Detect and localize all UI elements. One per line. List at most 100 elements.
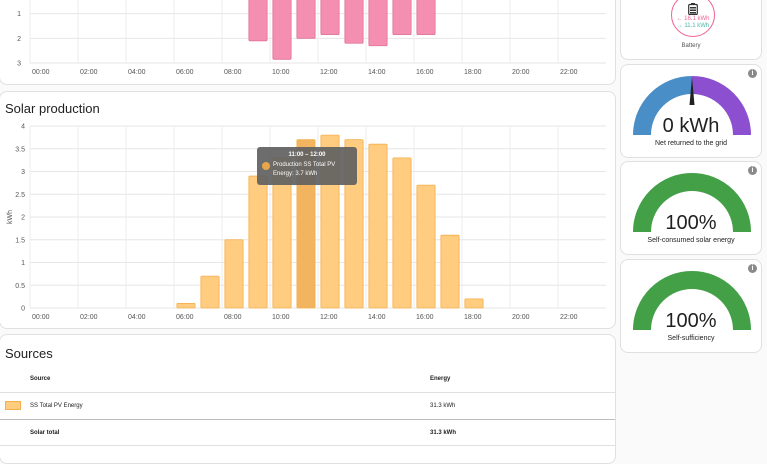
- sources-title: Sources: [5, 346, 53, 361]
- y-tick-label: 4: [21, 124, 25, 131]
- info-icon[interactable]: i: [748, 264, 757, 273]
- x-tick-label: 06:00: [176, 69, 194, 76]
- x-tick-label: 20:00: [512, 69, 530, 76]
- self-sufficiency-gauge-card: i 100% Self-sufficiency: [620, 259, 762, 353]
- x-tick-label: 04:00: [128, 314, 146, 321]
- total-bottom-divider: [0, 445, 615, 446]
- battery-label: Battery: [681, 43, 701, 49]
- consumption-bar: [296, 0, 316, 39]
- battery-in-value: ← 16.1 kWh: [676, 16, 710, 22]
- x-tick-label: 14:00: [368, 69, 386, 76]
- solar-total-energy: 31.3 kWh: [430, 430, 457, 436]
- source-color-swatch: [5, 401, 21, 410]
- y-tick-label: 3.5: [15, 146, 25, 153]
- source-column-header[interactable]: Source: [30, 376, 51, 382]
- self-sufficiency-gauge: [633, 271, 751, 331]
- battery-out-value: → 11.1 kWh: [676, 23, 710, 29]
- solar-bar: [248, 175, 268, 309]
- gauge-fill: [633, 173, 751, 233]
- x-tick-label: 10:00: [272, 314, 290, 321]
- x-tick-label: 12:00: [320, 314, 338, 321]
- solar-bar: [464, 298, 484, 309]
- x-tick-label: 16:00: [416, 314, 434, 321]
- sources-card: Sources Source Energy SS Total PV Energy…: [0, 334, 616, 464]
- chart-tooltip: 11:00 – 12:00 Production SS Total PV Ene…: [257, 147, 357, 185]
- x-tick-label: 14:00: [368, 314, 386, 321]
- x-tick-label: 04:00: [128, 69, 146, 76]
- y-tick-label: 3: [17, 61, 21, 68]
- x-tick-label: 00:00: [32, 314, 50, 321]
- self-sufficiency-value: 100%: [665, 310, 717, 332]
- battery-circle[interactable]: ← 16.1 kWh → 11.1 kWh: [671, 0, 715, 37]
- source-energy: 31.3 kWh: [430, 403, 456, 409]
- gauge-fill: [633, 271, 751, 331]
- solar-bar: [416, 184, 436, 309]
- gauge-needle: [689, 77, 695, 105]
- y-tick-label: 0.5: [15, 283, 25, 290]
- self-sufficiency-label: Self-sufficiency: [667, 335, 715, 342]
- x-tick-label: 08:00: [224, 69, 242, 76]
- consumption-bar: [320, 0, 340, 36]
- x-tick-label: 02:00: [80, 314, 98, 321]
- battery-icon: [688, 3, 698, 15]
- solar-total-label: Solar total: [30, 430, 60, 436]
- consumption-bar: [416, 0, 436, 36]
- consumption-chart: 1 2 3 00:00 02:00 04:00 06:00 08:00 10:00 12:00 14…: [17, 0, 606, 76]
- solar-production-title: Solar production: [5, 101, 100, 116]
- self-consumed-gauge-card: i 100% Self-consumed solar energy: [620, 161, 762, 255]
- consumption-bar: [248, 0, 268, 42]
- solar-bar: [176, 303, 196, 309]
- solar-production-card: Solar production 0 0.5 1 1.5 2 2.5 3 3.5 4 00:00 0…: [0, 91, 616, 329]
- x-tick-label: 06:00: [176, 314, 194, 321]
- x-tick-label: 12:00: [320, 69, 338, 76]
- y-tick-label: 1.5: [15, 237, 25, 244]
- y-tick-label: 0: [21, 306, 25, 313]
- solar-bar: [368, 143, 388, 309]
- x-tick-label: 22:00: [560, 69, 578, 76]
- gauge-arc-left: [633, 76, 693, 136]
- x-tick-label: 22:00: [560, 314, 578, 321]
- info-icon[interactable]: i: [748, 166, 757, 175]
- info-icon[interactable]: i: [748, 69, 757, 78]
- total-divider: [0, 419, 615, 420]
- y-tick-label: 3: [21, 169, 25, 176]
- gauge-arc-right: [691, 76, 751, 136]
- source-name: SS Total PV Energy: [30, 403, 83, 409]
- solar-bar: [392, 157, 412, 309]
- tooltip-energy: Energy: 3.7 kWh: [273, 171, 318, 177]
- solar-production-chart: 0 0.5 1 1.5 2 2.5 3 3.5 4 00:00 02:00 04:00 06:00 08:…: [7, 124, 606, 321]
- net-returned-gauge-card: i 0 kWh Net returned to the grid: [620, 64, 762, 158]
- consumption-bar: [344, 0, 364, 44]
- source-row[interactable]: SS Total PV Energy 31.3 kWh: [0, 393, 615, 419]
- solar-bar: [224, 239, 244, 309]
- tooltip-time: 11:00 – 12:00: [288, 152, 326, 158]
- consumption-bar: [272, 0, 292, 60]
- tooltip-series-dot: [262, 162, 270, 170]
- solar-bar: [440, 234, 460, 309]
- x-tick-label: 02:00: [80, 69, 98, 76]
- net-returned-value: 0 kWh: [662, 115, 720, 137]
- y-tick-label: 2: [17, 36, 21, 43]
- tooltip-series: Production SS Total PV: [273, 162, 336, 168]
- consumption-bar: [368, 0, 388, 47]
- solar-bar: [200, 275, 220, 309]
- y-tick-label: 2.5: [15, 192, 25, 199]
- self-consumed-gauge: [633, 173, 751, 233]
- x-tick-label: 18:00: [464, 314, 482, 321]
- self-consumed-label: Self-consumed solar energy: [647, 237, 735, 244]
- x-tick-label: 08:00: [224, 314, 242, 321]
- energy-distribution-card: ← 16.1 kWh → 11.1 kWh Battery: [620, 0, 762, 60]
- x-tick-label: 10:00: [272, 69, 290, 76]
- consumption-bar: [392, 0, 412, 36]
- header-divider: [0, 392, 615, 393]
- x-tick-label: 20:00: [512, 314, 530, 321]
- consumption-card: 1 2 3 00:00 02:00 04:00 06:00 08:00 10:00 12:00 14…: [0, 0, 616, 85]
- x-tick-label: 18:00: [464, 69, 482, 76]
- y-axis-label: kWh: [7, 210, 14, 224]
- self-consumed-value: 100%: [665, 212, 717, 234]
- net-returned-gauge: [633, 76, 751, 136]
- energy-column-header[interactable]: Energy: [430, 376, 451, 382]
- x-tick-label: 00:00: [32, 69, 50, 76]
- y-tick-label: 1: [17, 11, 21, 18]
- net-returned-label: Net returned to the grid: [655, 140, 727, 147]
